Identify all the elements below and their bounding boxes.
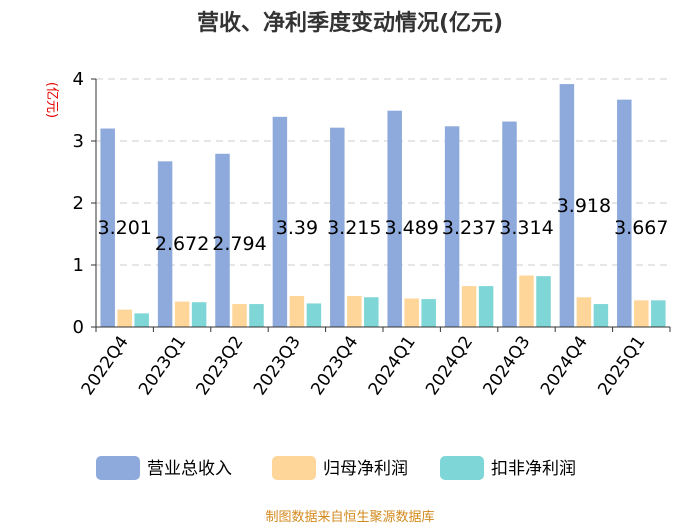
legend-swatch-0 (96, 456, 140, 480)
data-label-2023Q4: 3.215 (327, 217, 381, 239)
bar-s2-2024Q1 (421, 299, 436, 327)
x-tick-label-2023Q1: 2023Q1 (135, 332, 190, 399)
bar-s1-2024Q3 (519, 275, 534, 327)
bar-s1-2023Q1 (174, 301, 190, 327)
data-label-2023Q1: 2.672 (155, 233, 209, 255)
bar-s1-2022Q4 (117, 309, 132, 327)
x-tick-label-2025Q1: 2025Q1 (594, 332, 649, 399)
bar-s1-2024Q1 (404, 298, 419, 327)
bar-s2-2025Q1 (651, 300, 666, 327)
bar-s0-2023Q1 (157, 161, 173, 327)
bar-s2-2024Q3 (536, 276, 551, 327)
y-tick-label-4: 4 (73, 69, 84, 90)
y-tick-label-0: 0 (73, 317, 84, 338)
x-tick-label-2023Q2: 2023Q2 (193, 332, 248, 399)
x-tick-label-2024Q4: 2024Q4 (537, 332, 592, 399)
bar-s0-2024Q4 (559, 84, 575, 327)
legend-swatch-1 (272, 456, 316, 480)
bar-s2-2023Q3 (306, 303, 322, 327)
bar-s2-2023Q2 (249, 304, 264, 327)
bar-s0-2025Q1 (617, 99, 632, 328)
x-tick-label-2024Q1: 2024Q1 (365, 332, 420, 399)
data-label-2023Q3: 3.39 (276, 217, 318, 239)
bar-s2-2022Q4 (134, 313, 149, 327)
y-tick-label-1: 1 (73, 255, 84, 276)
bar-s1-2023Q3 (289, 296, 305, 327)
data-label-2022Q4: 3.201 (97, 217, 151, 239)
y-unit-label: (亿元) (44, 82, 59, 118)
legend-label-0: 营业总收入 (147, 459, 232, 479)
bar-s1-2025Q1 (634, 300, 649, 327)
y-tick-label-2: 2 (73, 193, 84, 214)
data-label-2025Q1: 3.667 (614, 217, 668, 239)
y-tick-label-3: 3 (73, 131, 84, 152)
bar-s0-2024Q1 (387, 110, 402, 327)
bar-s2-2023Q4 (364, 297, 379, 327)
bar-s2-2024Q2 (478, 286, 494, 327)
legend: 营业总收入 归母净利润 扣非净利润 (96, 456, 576, 480)
bar-s2-2024Q4 (593, 304, 609, 327)
legend-label-1: 归母净利润 (323, 459, 408, 479)
bar-s0-2023Q4 (330, 127, 345, 327)
bar-s1-2024Q4 (576, 297, 592, 327)
chart-title: 营收、净利季度变动情况(亿元) (197, 10, 503, 36)
data-label-2024Q3: 3.314 (499, 217, 553, 239)
data-label-2024Q1: 3.489 (384, 217, 438, 239)
bar-s2-2023Q1 (191, 302, 207, 327)
bar-s0-2024Q2 (444, 126, 460, 327)
x-tick-label-2024Q2: 2024Q2 (422, 332, 477, 399)
bar-s0-2022Q4 (100, 128, 115, 327)
data-label-2023Q2: 2.794 (212, 233, 266, 255)
legend-label-2: 扣非净利润 (491, 459, 576, 479)
x-tick-label-2023Q4: 2023Q4 (307, 332, 362, 399)
x-tick-label-2023Q3: 2023Q3 (250, 332, 305, 399)
bar-s1-2024Q2 (461, 286, 477, 327)
bar-s0-2023Q3 (272, 116, 288, 327)
bar-s1-2023Q4 (347, 296, 362, 327)
source-note: 制图数据来自恒生聚源数据库 (265, 509, 434, 525)
data-label-2024Q2: 3.237 (442, 217, 496, 239)
bar-s1-2023Q2 (232, 304, 247, 327)
bar-s0-2024Q3 (502, 121, 517, 327)
bars (100, 84, 666, 328)
data-label-2024Q4: 3.918 (557, 195, 611, 217)
legend-swatch-2 (440, 456, 484, 480)
x-tick-label-2024Q3: 2024Q3 (480, 332, 535, 399)
bar-s0-2023Q2 (215, 153, 230, 327)
x-tick-label-2022Q4: 2022Q4 (78, 332, 133, 399)
